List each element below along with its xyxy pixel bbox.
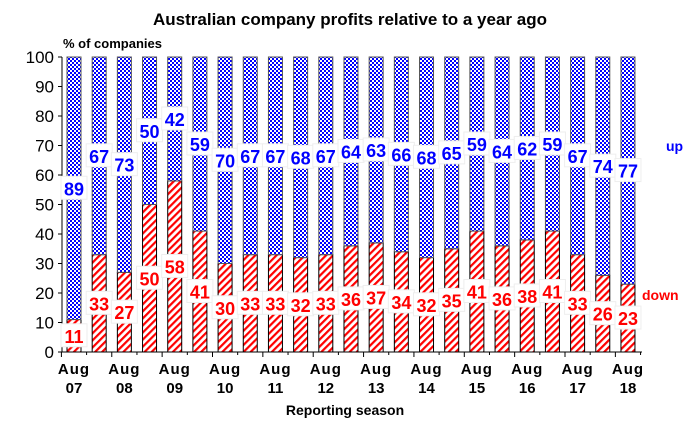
data-label-up: 59: [190, 135, 210, 155]
data-label-down: 33: [568, 294, 588, 314]
data-label-up: 59: [467, 135, 487, 155]
y-tick-label: 20: [35, 284, 54, 303]
x-tick-label-month: Aug: [612, 361, 644, 378]
y-tick-label: 80: [35, 107, 54, 126]
x-tick-label-year: 08: [116, 380, 133, 397]
y-tick-label: 70: [35, 137, 54, 156]
data-label-down: 33: [89, 294, 109, 314]
y-tick-label: 50: [35, 196, 54, 215]
axes: 0 10 20 30 40 50 60 70 80 90 100 Aug 07 Aug 08 Aug 09 Aug…: [26, 48, 644, 397]
y-tick-label: 10: [35, 314, 54, 333]
data-label-up: 77: [618, 162, 638, 182]
x-tick-label-month: Aug: [259, 361, 291, 378]
data-label-down: 33: [265, 294, 285, 314]
x-tick-label-month: Aug: [108, 361, 140, 378]
data-label-down: 36: [492, 290, 512, 310]
data-label-down: 33: [316, 294, 336, 314]
data-label-up: 67: [89, 147, 109, 167]
x-tick-label-month: Aug: [58, 361, 90, 378]
data-label-down: 37: [366, 288, 386, 308]
data-label-up: 64: [341, 142, 361, 162]
data-label-down: 30: [215, 299, 235, 319]
data-label-down: 41: [467, 283, 487, 303]
data-label-down: 34: [391, 293, 411, 313]
data-label-up: 65: [442, 144, 462, 164]
y-tick-label: 30: [35, 255, 54, 274]
x-tick-label-month: Aug: [410, 361, 442, 378]
data-label-down: 38: [517, 287, 537, 307]
data-label-up: 59: [542, 135, 562, 155]
data-label-down-box: [186, 279, 214, 304]
x-tick-label-month: Aug: [562, 361, 594, 378]
x-tick-label-year: 12: [317, 380, 334, 397]
y-tick-label: 60: [35, 166, 54, 185]
x-tick-label-year: 10: [217, 380, 234, 397]
data-label-down-box: [60, 323, 88, 348]
x-tick-label-year: 13: [368, 380, 385, 397]
x-tick-label-year: 16: [519, 380, 536, 397]
x-tick-label-year: 07: [66, 380, 83, 397]
data-label-up: 68: [417, 148, 437, 168]
data-label-up-box: [110, 152, 138, 177]
x-tick-label-year: 09: [166, 380, 183, 397]
data-labels: 1189336727735050584241593070336733673268…: [60, 106, 642, 348]
chart-title: Australian company profits relative to a…: [153, 10, 547, 29]
y-tick-label: 90: [35, 78, 54, 97]
data-label-up: 73: [114, 156, 134, 176]
x-tick-label-month: Aug: [159, 361, 191, 378]
data-label-down-box: [161, 253, 189, 278]
data-label-down: 23: [618, 309, 638, 329]
x-tick-label-month: Aug: [511, 361, 543, 378]
data-label-up: 63: [366, 141, 386, 161]
data-label-up: 68: [291, 148, 311, 168]
data-label-down: 58: [165, 257, 185, 277]
data-label-up: 42: [165, 110, 185, 130]
x-tick-label-year: 18: [620, 380, 637, 397]
data-label-down: 32: [291, 296, 311, 316]
y-axis-label: % of companies: [63, 36, 162, 51]
data-label-down: 27: [114, 303, 134, 323]
y-tick-label: 40: [35, 225, 54, 244]
x-axis-label: Reporting season: [286, 402, 404, 418]
x-tick-label-month: Aug: [209, 361, 241, 378]
data-label-down: 35: [442, 291, 462, 311]
data-label-up: 67: [568, 147, 588, 167]
data-label-down-box: [614, 305, 642, 330]
data-label-down: 41: [542, 283, 562, 303]
legend-down: down: [642, 287, 679, 303]
data-label-down: 50: [140, 269, 160, 289]
data-label-up: 67: [316, 147, 336, 167]
x-tick-label-month: Aug: [310, 361, 342, 378]
x-tick-label-year: 14: [418, 380, 435, 397]
x-tick-label-year: 17: [569, 380, 586, 397]
data-label-up: 70: [215, 151, 235, 171]
data-label-up: 67: [265, 147, 285, 167]
data-label-down: 33: [240, 294, 260, 314]
data-label-up: 66: [391, 145, 411, 165]
data-label-up-box: [186, 131, 214, 156]
data-label-down: 41: [190, 283, 210, 303]
y-tick-label: 100: [26, 48, 54, 67]
data-label-up: 74: [593, 157, 613, 177]
data-label-up: 62: [517, 139, 537, 159]
data-label-down: 11: [64, 327, 83, 347]
data-label-up-box: [614, 158, 642, 183]
data-label-down: 36: [341, 290, 361, 310]
data-label-down-box: [110, 299, 138, 324]
data-label-down: 26: [593, 305, 613, 325]
data-label-up: 50: [140, 122, 160, 142]
x-tick-label-month: Aug: [360, 361, 392, 378]
x-tick-label-month: Aug: [461, 361, 493, 378]
data-label-up: 89: [64, 179, 84, 199]
data-label-up-box: [60, 175, 88, 200]
x-tick-label-year: 11: [268, 380, 284, 397]
data-label-up: 64: [492, 142, 512, 162]
data-label-up-box: [161, 106, 189, 131]
data-label-down: 32: [417, 296, 437, 316]
legend-up: up: [666, 138, 683, 154]
x-tick-label-year: 15: [469, 380, 486, 397]
data-label-up: 67: [240, 147, 260, 167]
y-tick-label: 0: [45, 343, 54, 362]
